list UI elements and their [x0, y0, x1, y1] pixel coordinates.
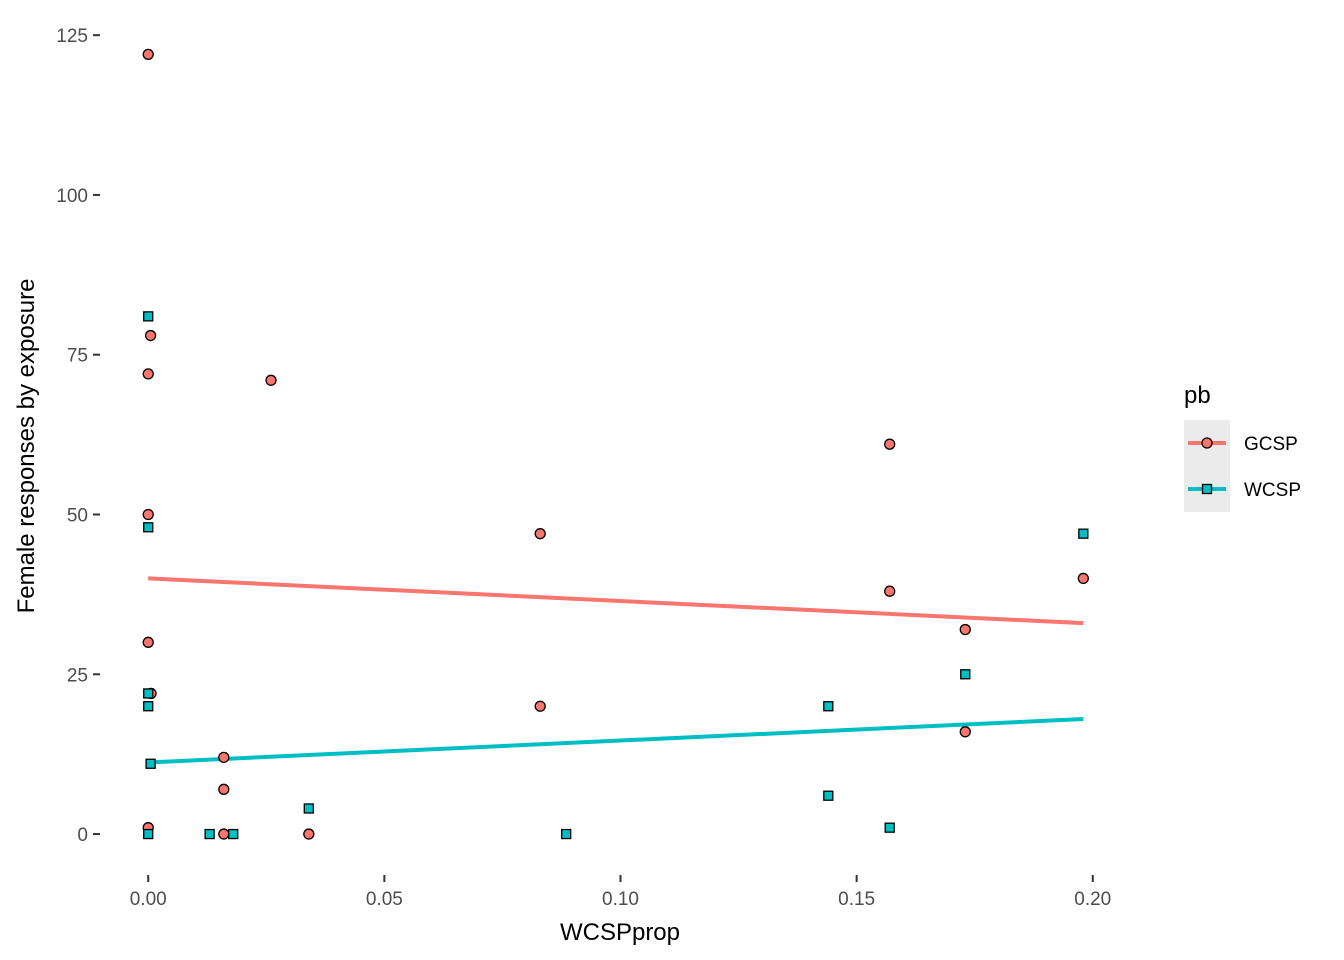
fit-lines — [148, 576, 1084, 765]
y-tick-label: 100 — [56, 186, 88, 207]
point-wcsp — [143, 701, 154, 712]
point-gcsp — [142, 636, 154, 648]
y-axis-title: Female responses by exposure — [13, 279, 40, 614]
x-tick-label: 0.20 — [1074, 889, 1111, 910]
y-tick-label: 75 — [67, 346, 88, 367]
point-gcsp — [884, 438, 896, 450]
fit-line-wcsp — [148, 717, 1084, 765]
point-gcsp — [534, 528, 546, 540]
point-wcsp — [228, 828, 239, 840]
point-gcsp — [142, 368, 154, 380]
point-gcsp — [534, 700, 546, 712]
legend-key-marker — [1201, 437, 1213, 449]
point-gcsp — [1077, 572, 1089, 585]
y-axis: 0 25 50 75 100 125 — [56, 26, 100, 846]
point-gcsp — [884, 585, 896, 597]
legend-label-gcsp: GCSP — [1244, 434, 1298, 455]
data-points — [142, 48, 1089, 840]
legend-title: pb — [1184, 382, 1211, 409]
point-gcsp — [265, 374, 277, 386]
point-gcsp — [303, 828, 315, 840]
legend: pb GCSP WCSP — [1184, 382, 1301, 512]
y-tick-label: 25 — [67, 665, 88, 686]
point-wcsp — [884, 822, 895, 833]
point-gcsp — [218, 828, 230, 840]
point-wcsp — [145, 758, 156, 769]
point-gcsp — [959, 623, 971, 636]
point-gcsp — [218, 783, 230, 795]
y-tick-label: 125 — [56, 26, 88, 47]
point-gcsp — [218, 751, 230, 764]
point-gcsp — [959, 726, 971, 738]
point-wcsp — [204, 828, 215, 840]
fit-line-gcsp — [148, 576, 1084, 626]
point-wcsp — [143, 828, 154, 840]
x-tick-label: 0.10 — [602, 889, 639, 910]
x-tick-label: 0.15 — [838, 889, 875, 910]
legend-key-marker — [1201, 483, 1213, 495]
point-wcsp — [303, 803, 314, 814]
point-wcsp — [143, 688, 154, 699]
legend-label-wcsp: WCSP — [1244, 480, 1301, 501]
x-tick-label: 0.05 — [366, 889, 403, 910]
y-tick-label: 50 — [67, 506, 88, 527]
point-wcsp — [561, 828, 572, 840]
y-tick-label: 0 — [77, 825, 88, 846]
point-wcsp — [1078, 528, 1089, 539]
point-wcsp — [823, 701, 834, 712]
point-gcsp — [144, 329, 157, 342]
point-gcsp — [142, 508, 154, 521]
point-wcsp — [143, 311, 154, 322]
x-axis: 0.00 0.05 0.10 0.15 0.20 — [130, 875, 1111, 910]
x-axis-title: WCSPprop — [560, 919, 680, 946]
point-wcsp — [823, 790, 834, 801]
x-tick-label: 0.00 — [130, 889, 167, 910]
legend-key-background — [1184, 420, 1230, 512]
point-gcsp — [142, 48, 154, 60]
point-wcsp — [143, 522, 154, 533]
point-wcsp — [960, 669, 971, 680]
